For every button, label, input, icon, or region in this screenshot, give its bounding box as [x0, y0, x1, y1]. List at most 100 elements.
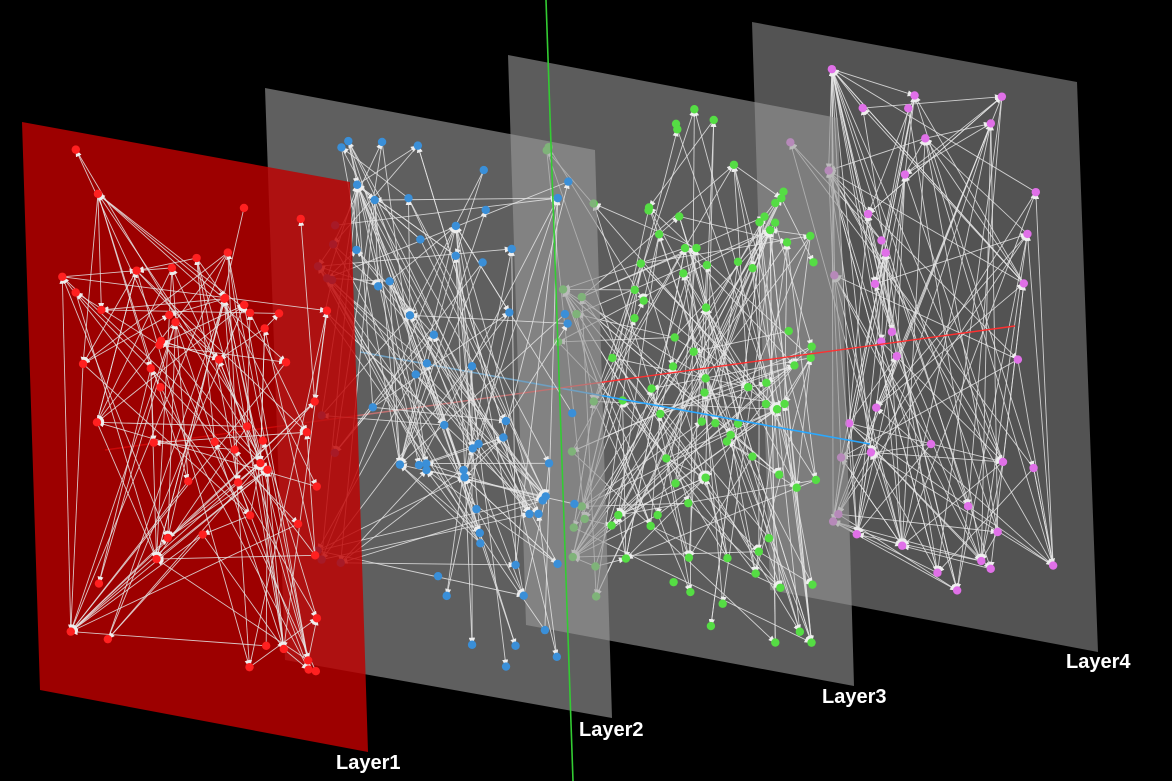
layer2-node[interactable] — [507, 244, 516, 254]
layer4-node[interactable] — [993, 527, 1002, 537]
layer1-node[interactable] — [149, 438, 158, 447]
layer1-node[interactable] — [198, 530, 207, 539]
layer1-node[interactable] — [146, 364, 156, 373]
layer3-node[interactable] — [777, 194, 786, 203]
layer1-node[interactable] — [171, 317, 180, 327]
layer2-node[interactable] — [467, 640, 477, 649]
layer2-node[interactable] — [474, 439, 483, 449]
layer1-node[interactable] — [281, 358, 291, 367]
layer4-node[interactable] — [1048, 561, 1058, 570]
layer3-node[interactable] — [673, 125, 682, 134]
layer4-node[interactable] — [952, 586, 962, 595]
layer1-node[interactable] — [164, 310, 174, 320]
layer3-node[interactable] — [670, 333, 679, 342]
layer3-node[interactable] — [656, 409, 665, 419]
layer3-node[interactable] — [751, 569, 760, 578]
layer2-node[interactable] — [479, 165, 488, 175]
layer3-node[interactable] — [675, 212, 684, 221]
layer2-node[interactable] — [460, 473, 469, 482]
layer3-node[interactable] — [726, 430, 735, 440]
layer4-node[interactable] — [921, 134, 930, 143]
layer2-node[interactable] — [404, 193, 413, 203]
layer2-node[interactable] — [570, 499, 579, 509]
layer2-node[interactable] — [560, 309, 570, 319]
layer2-node[interactable] — [553, 559, 562, 569]
layer2-node[interactable] — [422, 465, 431, 475]
layer2-node[interactable] — [416, 235, 425, 244]
layer3-node[interactable] — [764, 534, 774, 543]
layer1-node[interactable] — [256, 458, 265, 468]
layer3-node[interactable] — [692, 243, 701, 253]
layer4-node[interactable] — [872, 403, 881, 412]
layer2-node[interactable] — [525, 509, 534, 519]
layer2-node[interactable] — [337, 143, 346, 152]
layer2-node[interactable] — [451, 251, 460, 261]
layer3-node[interactable] — [807, 638, 816, 647]
layer3-node[interactable] — [680, 243, 690, 253]
layer2-node[interactable] — [501, 416, 511, 426]
layer1-node[interactable] — [233, 478, 243, 487]
layer4-node[interactable] — [881, 248, 890, 257]
layer4-node[interactable] — [887, 327, 897, 337]
layer3-node[interactable] — [644, 203, 654, 212]
layer3-node[interactable] — [621, 554, 631, 563]
layer3-node[interactable] — [608, 353, 617, 363]
layer1-node[interactable] — [322, 306, 332, 315]
layer3-node[interactable] — [701, 374, 710, 383]
layer2-node[interactable] — [553, 193, 562, 203]
layer3-node[interactable] — [729, 160, 739, 169]
layer1-node[interactable] — [78, 359, 88, 369]
layer4-node[interactable] — [1019, 279, 1029, 288]
layer2-node[interactable] — [440, 420, 449, 430]
layer2-node[interactable] — [534, 509, 543, 519]
layer2-node[interactable] — [538, 496, 547, 505]
layer2-node[interactable] — [505, 308, 514, 317]
layer3-node[interactable] — [790, 361, 799, 370]
layer1-node[interactable] — [245, 511, 255, 520]
layer1-node[interactable] — [132, 266, 141, 275]
layer3-node[interactable] — [701, 303, 711, 312]
layer4-node[interactable] — [858, 103, 867, 113]
layer1-node[interactable] — [92, 418, 102, 427]
layer3-node[interactable] — [795, 627, 805, 636]
layer1-node[interactable] — [279, 644, 288, 654]
layer4-node[interactable] — [933, 568, 942, 577]
layer4-node[interactable] — [827, 64, 837, 74]
layer3-node[interactable] — [697, 417, 706, 426]
layer4-node[interactable] — [900, 170, 910, 179]
layer3-node[interactable] — [686, 587, 695, 597]
layer3-node[interactable] — [718, 599, 727, 608]
layer3-node[interactable] — [722, 437, 732, 446]
layer3-node[interactable] — [671, 479, 680, 488]
layer2-node[interactable] — [414, 460, 424, 470]
layer4-node[interactable] — [1031, 187, 1041, 197]
layer4-node[interactable] — [997, 92, 1007, 101]
layer1-node[interactable] — [58, 272, 67, 281]
layer2-node[interactable] — [377, 137, 387, 147]
layer2-node[interactable] — [563, 319, 572, 328]
layer1-node[interactable] — [311, 667, 321, 676]
layer3-node[interactable] — [809, 258, 818, 267]
layer3-node[interactable] — [772, 405, 782, 414]
layer2-node[interactable] — [368, 403, 378, 412]
layer3-node[interactable] — [636, 259, 646, 268]
layer3-node[interactable] — [776, 583, 785, 592]
layer3-node[interactable] — [711, 418, 720, 428]
layer3-node[interactable] — [614, 510, 623, 520]
layer2-node[interactable] — [373, 282, 383, 291]
layer3-node[interactable] — [762, 378, 771, 387]
layer4-node[interactable] — [852, 530, 861, 539]
layer2-node[interactable] — [481, 205, 490, 215]
layer3-node[interactable] — [765, 225, 775, 235]
layer2-node[interactable] — [413, 141, 423, 150]
layer3-node[interactable] — [723, 554, 732, 563]
layer3-node[interactable] — [770, 218, 780, 227]
layer1-node[interactable] — [274, 309, 284, 318]
layer4-node[interactable] — [904, 104, 913, 113]
layer2-node[interactable] — [552, 652, 562, 661]
layer3-node[interactable] — [630, 313, 639, 323]
layer2-node[interactable] — [476, 539, 485, 548]
layer3-node[interactable] — [780, 399, 789, 409]
